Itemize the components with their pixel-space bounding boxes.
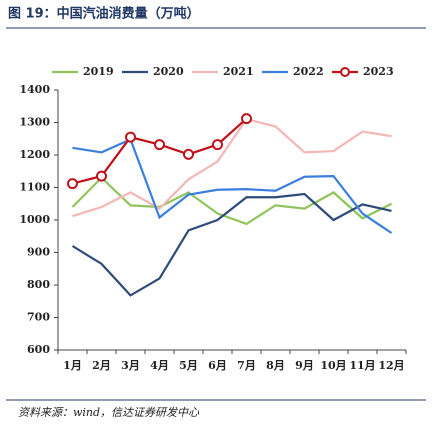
point bbox=[154, 139, 165, 151]
x-tick-label: 10月 bbox=[320, 359, 346, 372]
legend-label: 2019 bbox=[83, 65, 114, 78]
series-line bbox=[72, 117, 392, 218]
legend-label: 2021 bbox=[223, 65, 254, 78]
y-tick-label: 700 bbox=[27, 311, 50, 324]
x-tick-label: 2月 bbox=[92, 359, 111, 372]
x-tick-label: 11月 bbox=[349, 359, 375, 372]
point bbox=[241, 113, 252, 125]
series-line bbox=[71, 176, 392, 226]
x-tick-label: 4月 bbox=[150, 359, 169, 372]
x-tick-label: 12月 bbox=[378, 359, 404, 372]
series-line bbox=[72, 137, 393, 234]
x-tick-label: 6月 bbox=[208, 359, 227, 372]
point bbox=[212, 139, 223, 151]
x-tick-label: 8月 bbox=[266, 359, 285, 372]
point bbox=[183, 148, 194, 160]
y-tick-label: 1300 bbox=[19, 116, 50, 129]
y-tick-label: 900 bbox=[27, 246, 50, 259]
y-tick-label: 1100 bbox=[19, 181, 50, 194]
legend-label: 2022 bbox=[293, 65, 324, 78]
legend-marker bbox=[340, 67, 350, 77]
point bbox=[67, 178, 78, 190]
series-line bbox=[71, 192, 392, 297]
y-tick-label: 1400 bbox=[19, 83, 50, 96]
y-tick-label: 1200 bbox=[19, 148, 50, 161]
x-tick-label: 5月 bbox=[179, 359, 198, 372]
point bbox=[125, 131, 136, 143]
source: 资料来源：wind，信达证券研发中心 bbox=[18, 406, 200, 419]
point bbox=[96, 170, 107, 182]
x-tick-label: 7月 bbox=[237, 359, 256, 372]
chart-title: 图 19：中国汽油消费量（万吨） bbox=[8, 6, 200, 22]
x-tick-label: 3月 bbox=[121, 359, 140, 372]
y-tick-label: 800 bbox=[27, 278, 50, 291]
y-tick-label: 1000 bbox=[19, 213, 50, 226]
legend-label: 2020 bbox=[153, 65, 184, 78]
y-tick-label: 600 bbox=[27, 343, 50, 356]
legend-label: 2023 bbox=[363, 65, 394, 78]
x-tick-label: 9月 bbox=[295, 359, 314, 372]
x-tick-label: 1月 bbox=[63, 359, 82, 372]
